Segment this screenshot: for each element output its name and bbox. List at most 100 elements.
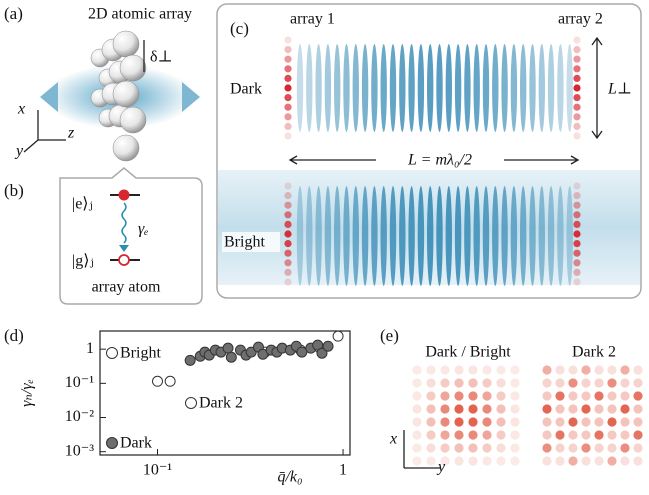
rate-label: γₑ bbox=[138, 221, 149, 238]
atom bbox=[573, 240, 580, 247]
atom bbox=[284, 202, 291, 209]
array-label: array 1 bbox=[290, 11, 335, 28]
site bbox=[468, 456, 477, 465]
site bbox=[468, 430, 477, 439]
atom bbox=[573, 202, 580, 209]
panel-b: (b) |e⟩ⱼ γₑ |g⟩ⱼ array atom bbox=[4, 168, 202, 304]
site bbox=[454, 443, 463, 452]
stripe bbox=[399, 186, 405, 286]
site bbox=[568, 378, 577, 387]
site bbox=[568, 456, 577, 465]
stripe bbox=[390, 44, 396, 132]
point bbox=[152, 376, 162, 386]
atom bbox=[573, 75, 580, 82]
atom bbox=[119, 255, 129, 265]
site bbox=[482, 365, 491, 374]
site bbox=[607, 417, 616, 426]
site bbox=[454, 391, 463, 400]
atom bbox=[573, 123, 580, 130]
array-label: array 2 bbox=[558, 11, 603, 28]
site bbox=[594, 443, 603, 452]
site bbox=[542, 404, 551, 413]
stripe bbox=[418, 186, 424, 286]
atom bbox=[573, 104, 580, 111]
stripe bbox=[343, 186, 349, 286]
stripe bbox=[427, 44, 433, 132]
atom bbox=[284, 65, 291, 72]
site bbox=[440, 443, 449, 452]
site bbox=[581, 443, 590, 452]
point bbox=[333, 331, 343, 341]
stripe bbox=[325, 186, 331, 286]
atom bbox=[284, 56, 291, 63]
site bbox=[542, 378, 551, 387]
point bbox=[165, 376, 175, 386]
atom bbox=[284, 269, 291, 276]
site bbox=[426, 456, 435, 465]
site bbox=[412, 365, 421, 374]
site bbox=[510, 456, 519, 465]
spacing-label: δ⊥ bbox=[150, 49, 173, 66]
site bbox=[568, 443, 577, 452]
site bbox=[633, 378, 642, 387]
site bbox=[594, 430, 603, 439]
site bbox=[510, 378, 519, 387]
x-tick-label: 10⁻¹ bbox=[143, 462, 172, 479]
site bbox=[496, 443, 505, 452]
site bbox=[555, 378, 564, 387]
atom bbox=[573, 65, 580, 72]
site bbox=[482, 378, 491, 387]
stripe bbox=[567, 186, 573, 286]
legend-marker bbox=[107, 348, 118, 359]
site bbox=[581, 391, 590, 400]
atom bbox=[573, 269, 580, 276]
atom bbox=[284, 104, 291, 111]
site bbox=[581, 378, 590, 387]
site bbox=[542, 365, 551, 374]
site bbox=[412, 430, 421, 439]
site bbox=[633, 456, 642, 465]
site bbox=[426, 443, 435, 452]
atom bbox=[284, 211, 291, 218]
atom bbox=[573, 94, 580, 101]
site bbox=[440, 365, 449, 374]
state-label: |g⟩ⱼ bbox=[72, 253, 94, 270]
stripe bbox=[325, 44, 331, 132]
site bbox=[482, 430, 491, 439]
atom bbox=[573, 132, 580, 139]
legend-label: Bright bbox=[120, 345, 161, 362]
site bbox=[482, 404, 491, 413]
atom bbox=[573, 46, 580, 53]
stripe bbox=[297, 186, 303, 286]
site bbox=[633, 430, 642, 439]
panel-label: (d) bbox=[4, 326, 24, 345]
site bbox=[542, 430, 551, 439]
site bbox=[542, 391, 551, 400]
site bbox=[510, 430, 519, 439]
site bbox=[412, 456, 421, 465]
panel-e: (e) Dark / Bright Dark 2 x y bbox=[380, 326, 643, 476]
stripe bbox=[539, 44, 545, 132]
stripe bbox=[418, 44, 424, 132]
site bbox=[633, 365, 642, 374]
stripe bbox=[297, 44, 303, 132]
site bbox=[607, 404, 616, 413]
stripe bbox=[511, 44, 517, 132]
atom bbox=[573, 278, 580, 285]
sphere bbox=[113, 31, 139, 57]
stripe bbox=[548, 186, 554, 286]
site bbox=[440, 404, 449, 413]
stripe bbox=[474, 186, 480, 286]
stripe bbox=[455, 186, 461, 286]
site bbox=[496, 391, 505, 400]
site bbox=[620, 430, 629, 439]
site bbox=[620, 378, 629, 387]
point bbox=[185, 355, 195, 365]
site bbox=[440, 391, 449, 400]
atom bbox=[573, 192, 580, 199]
site bbox=[555, 391, 564, 400]
site bbox=[468, 443, 477, 452]
site bbox=[568, 430, 577, 439]
stripe bbox=[362, 186, 368, 286]
stripe bbox=[474, 44, 480, 132]
